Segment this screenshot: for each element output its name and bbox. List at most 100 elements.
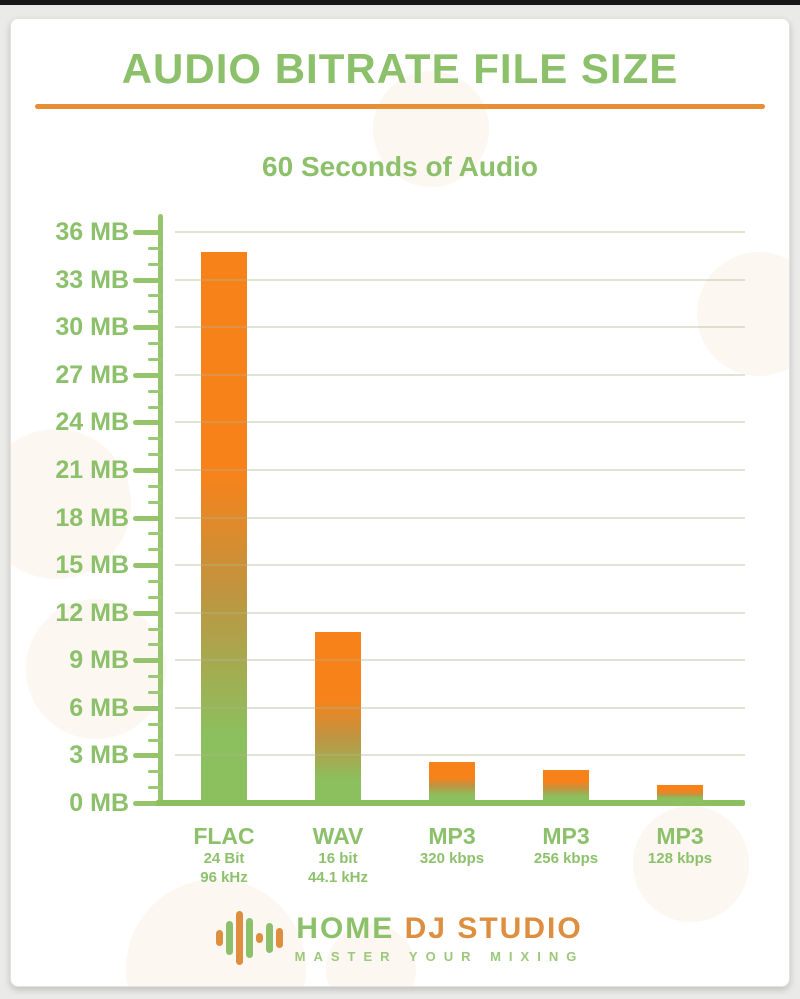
decor-circle (11, 429, 131, 579)
y-major-tick-3mb (133, 753, 163, 759)
x-axis-baseline (156, 800, 745, 806)
gridline-15mb (175, 564, 745, 567)
equalizer-bar (215, 930, 223, 946)
equalizer-bars-icon (215, 908, 283, 968)
y-tick-label-27mb: 27 MB (55, 360, 129, 389)
y-tick-label-6mb: 6 MB (69, 693, 129, 722)
equalizer-bar (265, 923, 273, 953)
y-minor-tick-19mb (148, 500, 163, 504)
gridline-30mb (175, 326, 745, 329)
category-detail: 24 Bit (203, 850, 245, 867)
top-border-strip (0, 0, 800, 5)
category-name: MP3 (656, 823, 704, 849)
y-major-tick-27mb (133, 372, 163, 378)
y-minor-tick-26mb (148, 389, 163, 393)
decor-circle (26, 599, 166, 739)
bar-wav-1 (315, 632, 361, 800)
page-title: AUDIO BITRATE FILE SIZE (121, 45, 679, 92)
y-minor-tick-23mb (148, 437, 163, 441)
brand-name: HOME DJ STUDIO (296, 912, 582, 946)
y-minor-tick-1mb (148, 786, 163, 790)
y-tick-label-0mb: 0 MB (69, 789, 129, 817)
category-label-mp3-4: MP3 128 kbps (610, 823, 750, 868)
y-major-tick-0mb (133, 801, 163, 806)
y-major-tick-12mb (133, 610, 163, 616)
y-tick-label-18mb: 18 MB (55, 503, 129, 532)
brand-tagline: MASTER YOUR MIXING (294, 949, 585, 964)
category-label-mp3-3: MP3 256 kbps (496, 823, 636, 868)
y-minor-tick-16mb (148, 548, 163, 552)
category-label-wav-1: WAV 16 bit 44.1 kHz (268, 823, 408, 887)
y-major-tick-18mb (133, 515, 163, 521)
y-minor-tick-8mb (148, 675, 163, 679)
y-tick-label-21mb: 21 MB (55, 455, 129, 484)
bar-flac-0 (201, 252, 247, 800)
equalizer-bar (245, 918, 253, 958)
y-minor-tick-5mb (148, 722, 163, 726)
brand-name-secondary: DJ STUDIO (404, 912, 583, 945)
y-minor-tick-25mb (148, 405, 163, 409)
footer-logo: HOME DJ STUDIO MASTER YOUR MIXING (11, 903, 789, 973)
y-tick-label-12mb: 12 MB (55, 598, 129, 627)
gridline-9mb (175, 659, 745, 662)
category-name: WAV (312, 823, 364, 849)
y-minor-tick-22mb (148, 453, 163, 457)
gridline-36mb (175, 231, 745, 234)
y-major-tick-30mb (133, 325, 163, 331)
category-label-mp3-2: MP3 320 kbps (382, 823, 522, 868)
y-major-tick-24mb (133, 420, 163, 426)
gridline-6mb (175, 706, 745, 709)
y-major-tick-6mb (133, 705, 163, 711)
y-minor-tick-14mb (148, 579, 163, 583)
bar-mp3-2 (429, 762, 475, 800)
infographic-card: AUDIO BITRATE FILE SIZE 60 Seconds of Au… (10, 18, 790, 987)
category-detail: 96 kHz (200, 869, 248, 886)
y-minor-tick-11mb (148, 627, 163, 631)
bar-chart: 0 MB 3 MB 6 MB 9 MB 12 MB 15 MB 18 MB 21 MB 24 M… (11, 19, 789, 986)
category-detail: 256 kbps (533, 850, 599, 867)
category-name: FLAC (193, 823, 255, 849)
y-minor-tick-31mb (148, 310, 163, 314)
y-tick-label-15mb: 15 MB (55, 551, 129, 580)
gridline-18mb (175, 516, 745, 519)
category-detail: 320 kbps (419, 850, 485, 867)
category-detail: 16 bit (318, 850, 358, 867)
y-minor-tick-7mb (148, 690, 163, 694)
category-label-flac-0: FLAC 24 Bit 96 kHz (154, 823, 294, 887)
y-minor-tick-32mb (148, 294, 163, 298)
y-major-tick-15mb (133, 563, 163, 569)
equalizer-bar (255, 933, 263, 943)
y-minor-tick-20mb (148, 484, 163, 488)
decor-circle (633, 806, 749, 922)
gridline-12mb (175, 611, 745, 614)
y-tick-label-36mb: 36 MB (55, 218, 129, 247)
y-major-tick-21mb (133, 467, 163, 473)
bar-mp3-3 (543, 770, 589, 800)
y-minor-tick-2mb (148, 770, 163, 774)
category-detail: 128 kbps (647, 850, 713, 867)
title-divider-line (35, 104, 765, 109)
gridline-21mb (175, 468, 745, 471)
y-minor-tick-4mb (148, 738, 163, 742)
chart-subtitle: 60 Seconds of Audio (262, 151, 538, 182)
y-tick-label-33mb: 33 MB (55, 265, 129, 294)
equalizer-bar (235, 911, 243, 965)
brand-text-block: HOME DJ STUDIO MASTER YOUR MIXING (295, 912, 585, 964)
equalizer-bar (275, 928, 283, 948)
category-detail: 44.1 kHz (307, 869, 369, 886)
y-minor-tick-34mb (148, 262, 163, 266)
y-tick-label-30mb: 30 MB (55, 313, 129, 342)
y-major-tick-36mb (133, 230, 163, 236)
y-major-tick-33mb (133, 277, 163, 283)
gridline-24mb (175, 421, 745, 424)
gridline-27mb (175, 373, 745, 376)
equalizer-bar (225, 921, 233, 955)
y-minor-tick-29mb (148, 342, 163, 346)
category-name: MP3 (542, 823, 590, 849)
gridline-3mb (175, 754, 745, 757)
y-tick-label-3mb: 3 MB (69, 741, 129, 770)
category-name: MP3 (428, 823, 476, 849)
brand-name-primary: HOME (296, 912, 395, 945)
y-minor-tick-17mb (148, 532, 163, 536)
y-tick-label-24mb: 24 MB (55, 408, 129, 437)
